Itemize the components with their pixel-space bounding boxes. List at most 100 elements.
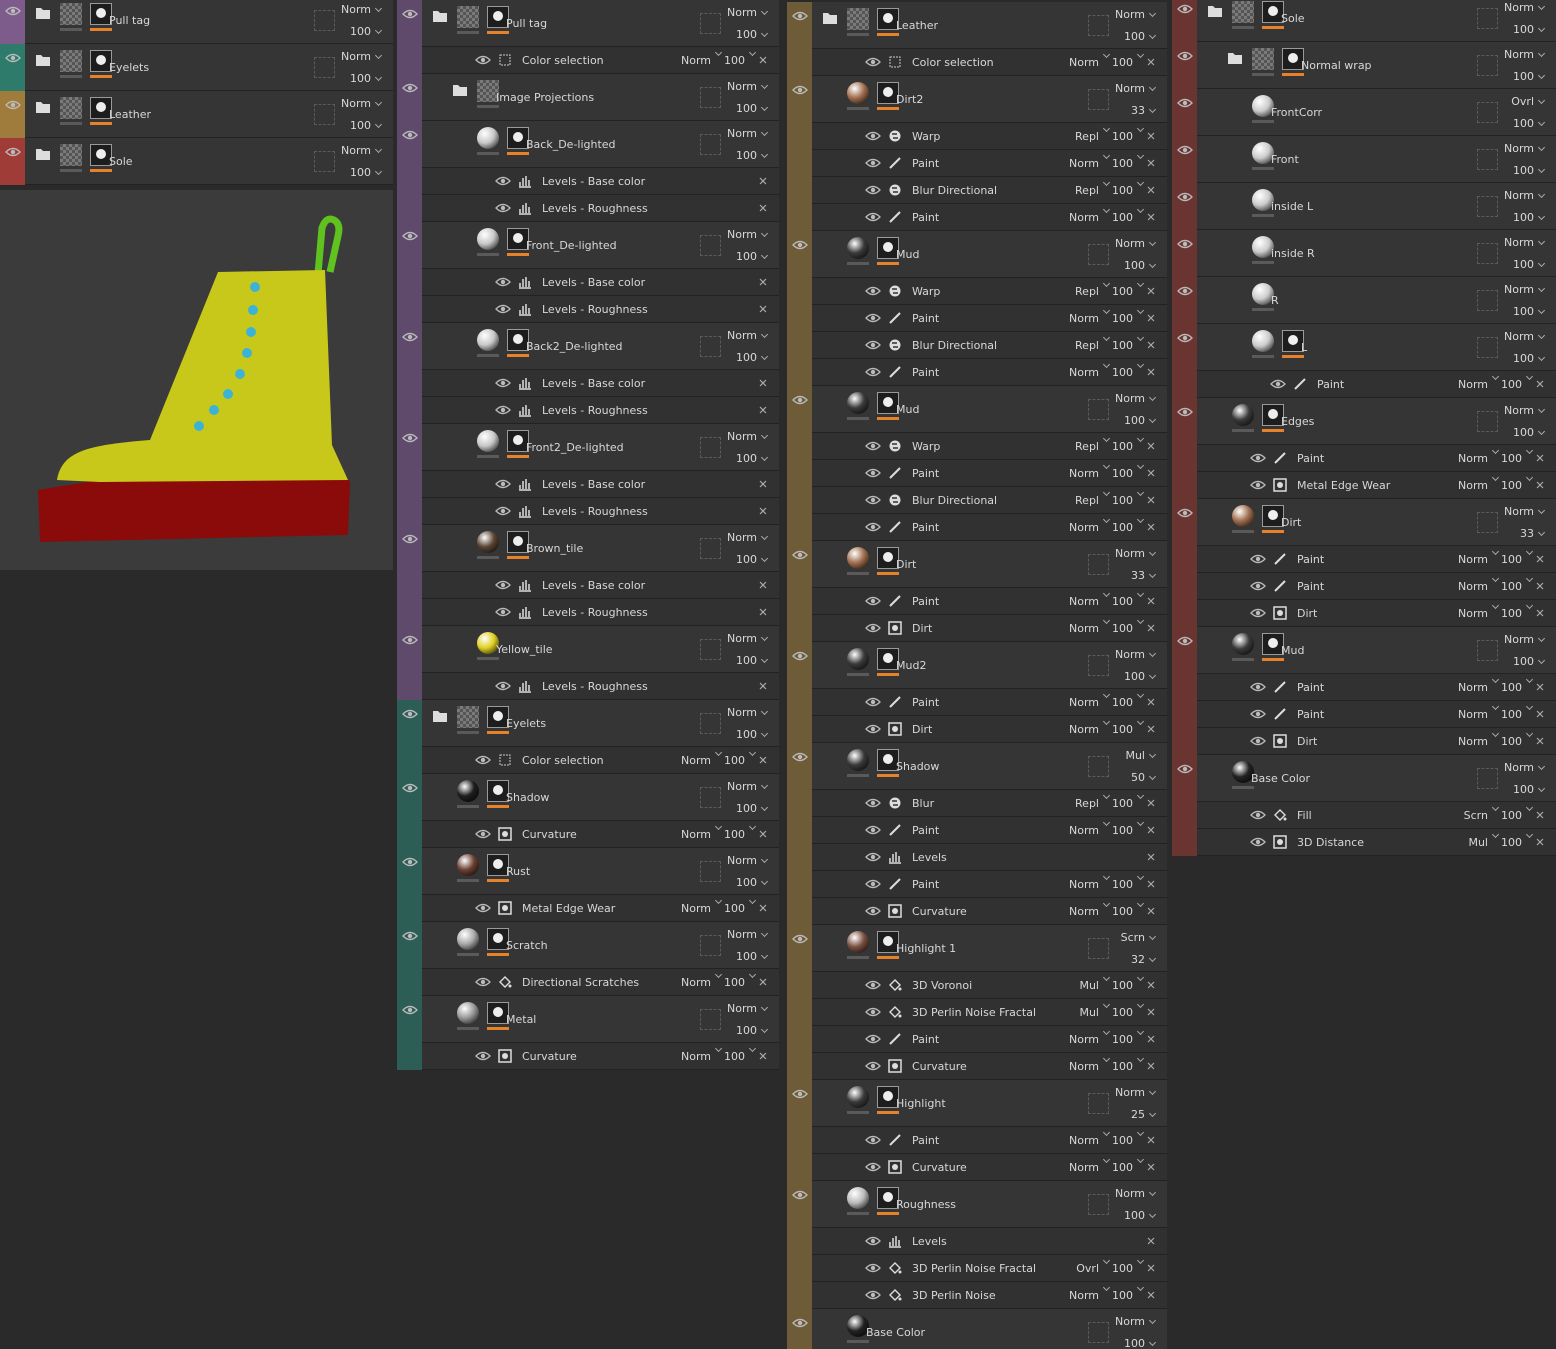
visibility-toggle[interactable]: [865, 210, 881, 224]
visibility-toggle[interactable]: [1177, 284, 1193, 298]
visibility-toggle[interactable]: [495, 578, 511, 592]
visibility-toggle[interactable]: [495, 302, 511, 316]
remove-button[interactable]: [1143, 466, 1159, 480]
visibility-toggle[interactable]: [865, 1234, 881, 1248]
remove-button[interactable]: [755, 504, 771, 518]
remove-button[interactable]: [755, 753, 771, 767]
visibility-toggle[interactable]: [865, 904, 881, 918]
remove-button[interactable]: [755, 679, 771, 693]
remove-button[interactable]: [1143, 722, 1159, 736]
visibility-toggle[interactable]: [865, 796, 881, 810]
remove-button[interactable]: [1532, 606, 1548, 620]
remove-button[interactable]: [755, 477, 771, 491]
visibility-toggle[interactable]: [402, 781, 418, 795]
remove-button[interactable]: [1143, 1234, 1159, 1248]
visibility-toggle[interactable]: [1250, 579, 1266, 593]
remove-button[interactable]: [755, 901, 771, 915]
visibility-toggle[interactable]: [792, 83, 808, 97]
visibility-toggle[interactable]: [792, 932, 808, 946]
visibility-toggle[interactable]: [1177, 506, 1193, 520]
remove-button[interactable]: [1143, 877, 1159, 891]
visibility-toggle[interactable]: [402, 633, 418, 647]
remove-button[interactable]: [1143, 1288, 1159, 1302]
visibility-toggle[interactable]: [5, 51, 21, 65]
visibility-toggle[interactable]: [1177, 96, 1193, 110]
remove-button[interactable]: [1143, 1261, 1159, 1275]
visibility-toggle[interactable]: [865, 621, 881, 635]
visibility-toggle[interactable]: [402, 1003, 418, 1017]
visibility-toggle[interactable]: [865, 338, 881, 352]
visibility-toggle[interactable]: [865, 183, 881, 197]
remove-button[interactable]: [1532, 579, 1548, 593]
visibility-toggle[interactable]: [495, 477, 511, 491]
visibility-toggle[interactable]: [792, 1087, 808, 1101]
remove-button[interactable]: [1143, 365, 1159, 379]
remove-button[interactable]: [1143, 1133, 1159, 1147]
visibility-toggle[interactable]: [865, 594, 881, 608]
visibility-toggle[interactable]: [865, 493, 881, 507]
visibility-toggle[interactable]: [865, 156, 881, 170]
visibility-toggle[interactable]: [865, 978, 881, 992]
remove-button[interactable]: [755, 174, 771, 188]
visibility-toggle[interactable]: [495, 504, 511, 518]
remove-button[interactable]: [1143, 850, 1159, 864]
visibility-toggle[interactable]: [865, 695, 881, 709]
remove-button[interactable]: [755, 201, 771, 215]
visibility-toggle[interactable]: [5, 98, 21, 112]
visibility-toggle[interactable]: [1250, 734, 1266, 748]
visibility-toggle[interactable]: [475, 753, 491, 767]
visibility-toggle[interactable]: [1177, 2, 1193, 16]
remove-button[interactable]: [1532, 734, 1548, 748]
visibility-toggle[interactable]: [1250, 707, 1266, 721]
visibility-toggle[interactable]: [792, 548, 808, 562]
remove-button[interactable]: [1143, 823, 1159, 837]
visibility-toggle[interactable]: [792, 238, 808, 252]
visibility-toggle[interactable]: [865, 1261, 881, 1275]
visibility-toggle[interactable]: [865, 55, 881, 69]
remove-button[interactable]: [1143, 978, 1159, 992]
remove-button[interactable]: [1532, 478, 1548, 492]
visibility-toggle[interactable]: [792, 9, 808, 23]
visibility-toggle[interactable]: [865, 284, 881, 298]
remove-button[interactable]: [1143, 520, 1159, 534]
remove-button[interactable]: [755, 605, 771, 619]
remove-button[interactable]: [1143, 796, 1159, 810]
remove-button[interactable]: [755, 53, 771, 67]
remove-button[interactable]: [1143, 594, 1159, 608]
visibility-toggle[interactable]: [865, 877, 881, 891]
visibility-toggle[interactable]: [1250, 552, 1266, 566]
remove-button[interactable]: [1143, 156, 1159, 170]
visibility-toggle[interactable]: [865, 311, 881, 325]
visibility-toggle[interactable]: [792, 649, 808, 663]
visibility-toggle[interactable]: [865, 1032, 881, 1046]
visibility-toggle[interactable]: [1177, 762, 1193, 776]
visibility-toggle[interactable]: [1250, 808, 1266, 822]
visibility-toggle[interactable]: [1177, 49, 1193, 63]
visibility-toggle[interactable]: [1250, 606, 1266, 620]
remove-button[interactable]: [755, 275, 771, 289]
visibility-toggle[interactable]: [865, 1160, 881, 1174]
remove-button[interactable]: [1143, 1005, 1159, 1019]
visibility-toggle[interactable]: [475, 975, 491, 989]
visibility-toggle[interactable]: [495, 275, 511, 289]
visibility-toggle[interactable]: [865, 466, 881, 480]
remove-button[interactable]: [1143, 1032, 1159, 1046]
visibility-toggle[interactable]: [1177, 143, 1193, 157]
remove-button[interactable]: [1143, 311, 1159, 325]
remove-button[interactable]: [1532, 552, 1548, 566]
visibility-toggle[interactable]: [1250, 680, 1266, 694]
remove-button[interactable]: [1143, 439, 1159, 453]
visibility-toggle[interactable]: [402, 128, 418, 142]
remove-button[interactable]: [1143, 210, 1159, 224]
visibility-toggle[interactable]: [865, 129, 881, 143]
visibility-toggle[interactable]: [402, 81, 418, 95]
visibility-toggle[interactable]: [402, 929, 418, 943]
visibility-toggle[interactable]: [495, 201, 511, 215]
remove-button[interactable]: [1143, 338, 1159, 352]
visibility-toggle[interactable]: [5, 145, 21, 159]
visibility-toggle[interactable]: [865, 1133, 881, 1147]
visibility-toggle[interactable]: [792, 393, 808, 407]
remove-button[interactable]: [1143, 284, 1159, 298]
remove-button[interactable]: [1143, 695, 1159, 709]
visibility-toggle[interactable]: [792, 750, 808, 764]
